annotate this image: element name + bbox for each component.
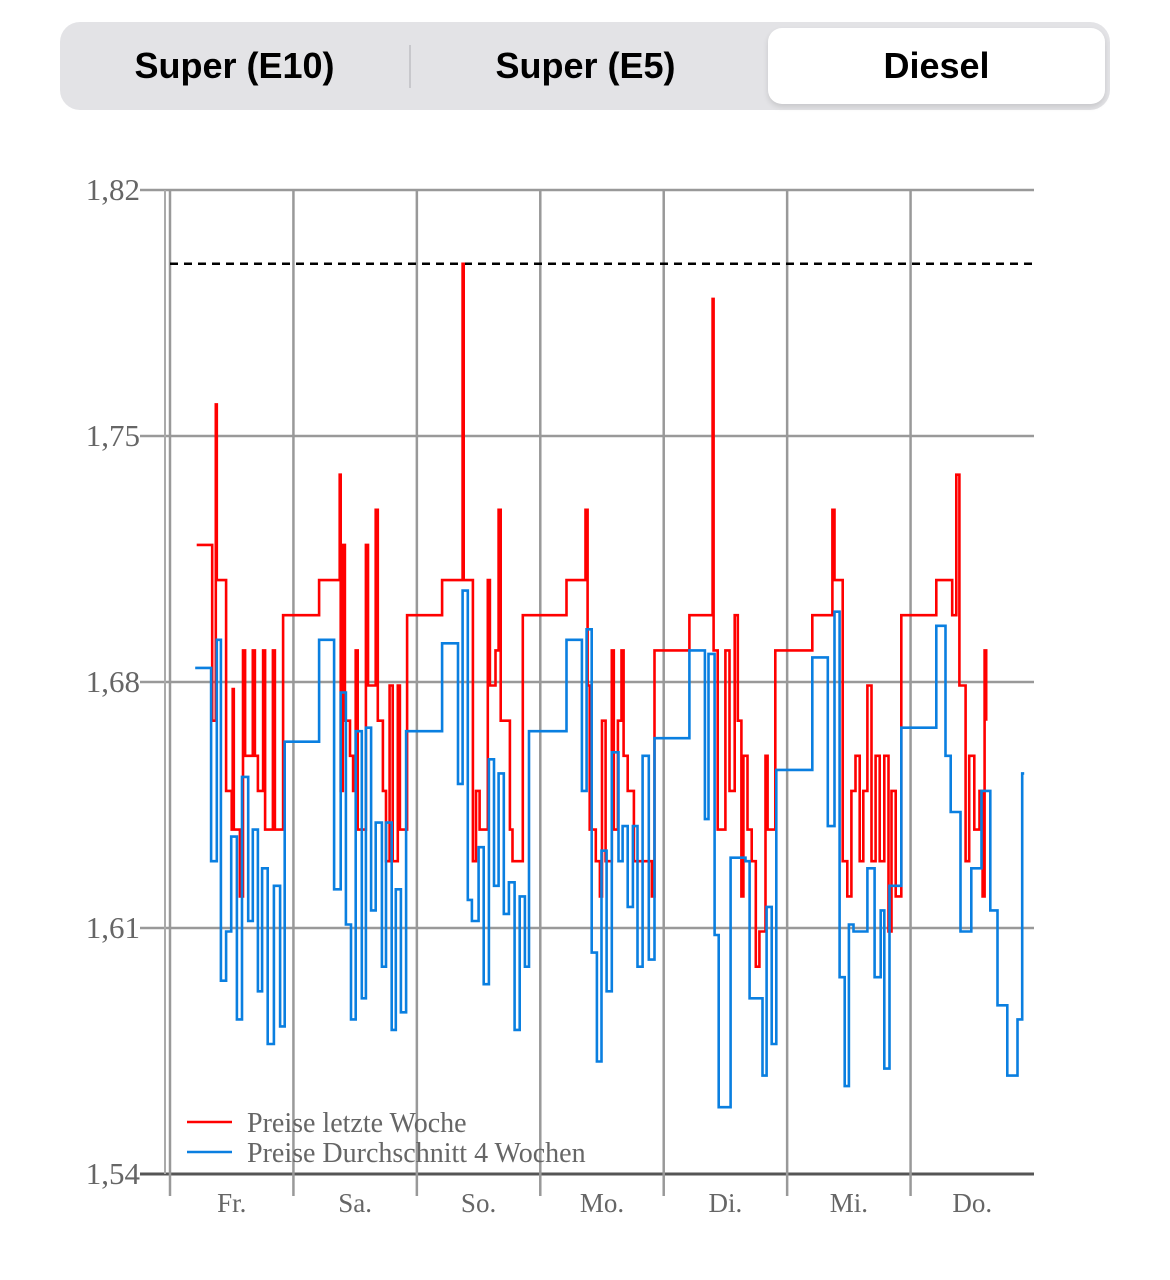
legend-label: Preise Durchschnitt 4 Wochen xyxy=(247,1138,586,1169)
x-tick-label: So. xyxy=(461,1188,496,1218)
series-line-4-week-average xyxy=(195,589,1025,1109)
tab-diesel[interactable]: Diesel xyxy=(768,28,1105,104)
x-tick-label: Mo. xyxy=(580,1188,624,1218)
legend-label: Preise letzte Woche xyxy=(247,1108,467,1139)
y-tick-label: 1,75 xyxy=(86,418,140,453)
tab-super-e10[interactable]: Super (E10) xyxy=(134,45,335,86)
y-tick-label: 1,82 xyxy=(86,172,140,207)
y-tick-label: 1,54 xyxy=(86,1156,141,1191)
x-tick-label: Mi. xyxy=(830,1188,868,1218)
fuel-type-segmented-control: Super (E10) Super (E5) Diesel xyxy=(60,22,1110,110)
x-tick-label: Di. xyxy=(709,1188,743,1218)
x-tick-label: Sa. xyxy=(338,1188,372,1218)
series-line-last-week xyxy=(196,262,988,968)
x-tick-label: Fr. xyxy=(217,1188,246,1218)
tab-super-e5[interactable]: Super (E5) xyxy=(495,45,676,86)
x-tick-label: Do. xyxy=(952,1188,992,1218)
y-tick-label: 1,61 xyxy=(86,910,140,945)
segment-divider xyxy=(409,45,411,88)
y-tick-label: 1,68 xyxy=(86,664,140,699)
